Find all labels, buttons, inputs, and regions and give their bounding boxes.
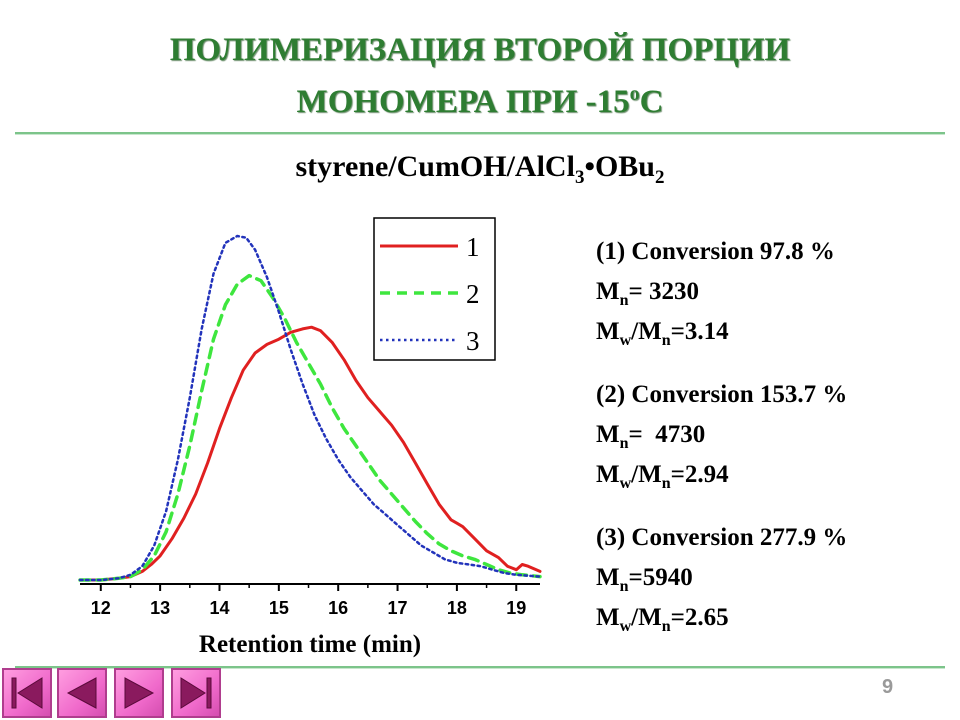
x-tick-label: 16 <box>328 598 348 618</box>
slide-navigation <box>0 668 225 720</box>
title-line-2-main: МОНОМЕРА ПРИ -15 <box>296 84 630 120</box>
x-axis-label: Retention time (min) <box>199 631 421 658</box>
legend-label-3: 3 <box>466 326 480 356</box>
previous-slide-button[interactable] <box>57 668 107 718</box>
info-block-3: (3) Conversion 277.9 % Mn=5940 Mw/Mn=2.6… <box>596 518 847 638</box>
skip-back-icon <box>11 677 43 709</box>
x-tick-label: 12 <box>91 598 111 618</box>
series-1-line <box>78 325 542 582</box>
top-divider <box>15 132 945 135</box>
x-tick-label: 13 <box>150 598 170 618</box>
formula-part-1: styrene/CumOH/AlCl <box>295 150 575 183</box>
formula-sub-2: 2 <box>654 167 665 188</box>
x-tick-label: 19 <box>506 598 526 618</box>
formula-sub-1: 3 <box>574 167 585 188</box>
bottom-divider <box>15 666 945 669</box>
conversion-3: (3) Conversion 277.9 % <box>596 524 848 551</box>
legend-label-2: 2 <box>466 279 480 309</box>
formula-subtitle: styrene/CumOH/AlCl3•OBu2 <box>0 150 960 189</box>
mn-1: Mn= 3230 <box>596 278 700 309</box>
legend-label-1: 1 <box>466 232 480 262</box>
dispersity-1: Mw/Mn=3.14 <box>596 318 729 349</box>
mn-3: Mn=5940 <box>596 564 693 595</box>
triangle-left-icon <box>66 677 97 709</box>
last-slide-button[interactable] <box>171 668 221 718</box>
series-3-line <box>78 234 542 582</box>
series-layer <box>78 234 542 582</box>
conversion-2: (2) Conversion 153.7 % <box>596 381 848 408</box>
x-tick-label: 18 <box>447 598 467 618</box>
triangle-right-icon <box>124 677 155 709</box>
info-block-1: (1) Conversion 97.8 % Mn= 3230 Mw/Mn=3.1… <box>596 232 835 352</box>
title-line-2: МОНОМЕРА ПРИ -15oC <box>0 72 960 124</box>
dispersity-2: Mw/Mn=2.94 <box>596 461 729 492</box>
degree-mark: o <box>629 83 640 105</box>
next-slide-button[interactable] <box>114 668 164 718</box>
mn-2: Mn= 4730 <box>596 421 706 452</box>
series-2-line <box>78 273 542 582</box>
x-tick-label: 17 <box>388 598 408 618</box>
legend: 1 2 3 <box>373 217 496 361</box>
title-line-2-end: C <box>639 84 664 120</box>
conversion-1: (1) Conversion 97.8 % <box>596 238 835 265</box>
dispersity-3: Mw/Mn=2.65 <box>596 604 729 635</box>
legend-box <box>373 217 496 361</box>
x-axis: 12 13 14 15 16 17 18 19 <box>80 583 540 618</box>
info-block-2: (2) Conversion 153.7 % Mn= 4730 Mw/Mn=2.… <box>596 375 847 495</box>
title-line-1: ПОЛИМЕРИЗАЦИЯ ВТОРОЙ ПОРЦИИ <box>169 32 791 68</box>
page-number: 9 <box>882 676 894 698</box>
x-tick-label: 14 <box>209 598 229 618</box>
x-tick-label: 15 <box>269 598 289 618</box>
first-slide-button[interactable] <box>2 668 52 718</box>
formula-part-2: •OBu <box>584 150 655 183</box>
slide-title: ПОЛИМЕРИЗАЦИЯ ВТОРОЙ ПОРЦИИ МОНОМЕРА ПРИ… <box>0 28 960 124</box>
skip-forward-icon <box>180 677 212 709</box>
